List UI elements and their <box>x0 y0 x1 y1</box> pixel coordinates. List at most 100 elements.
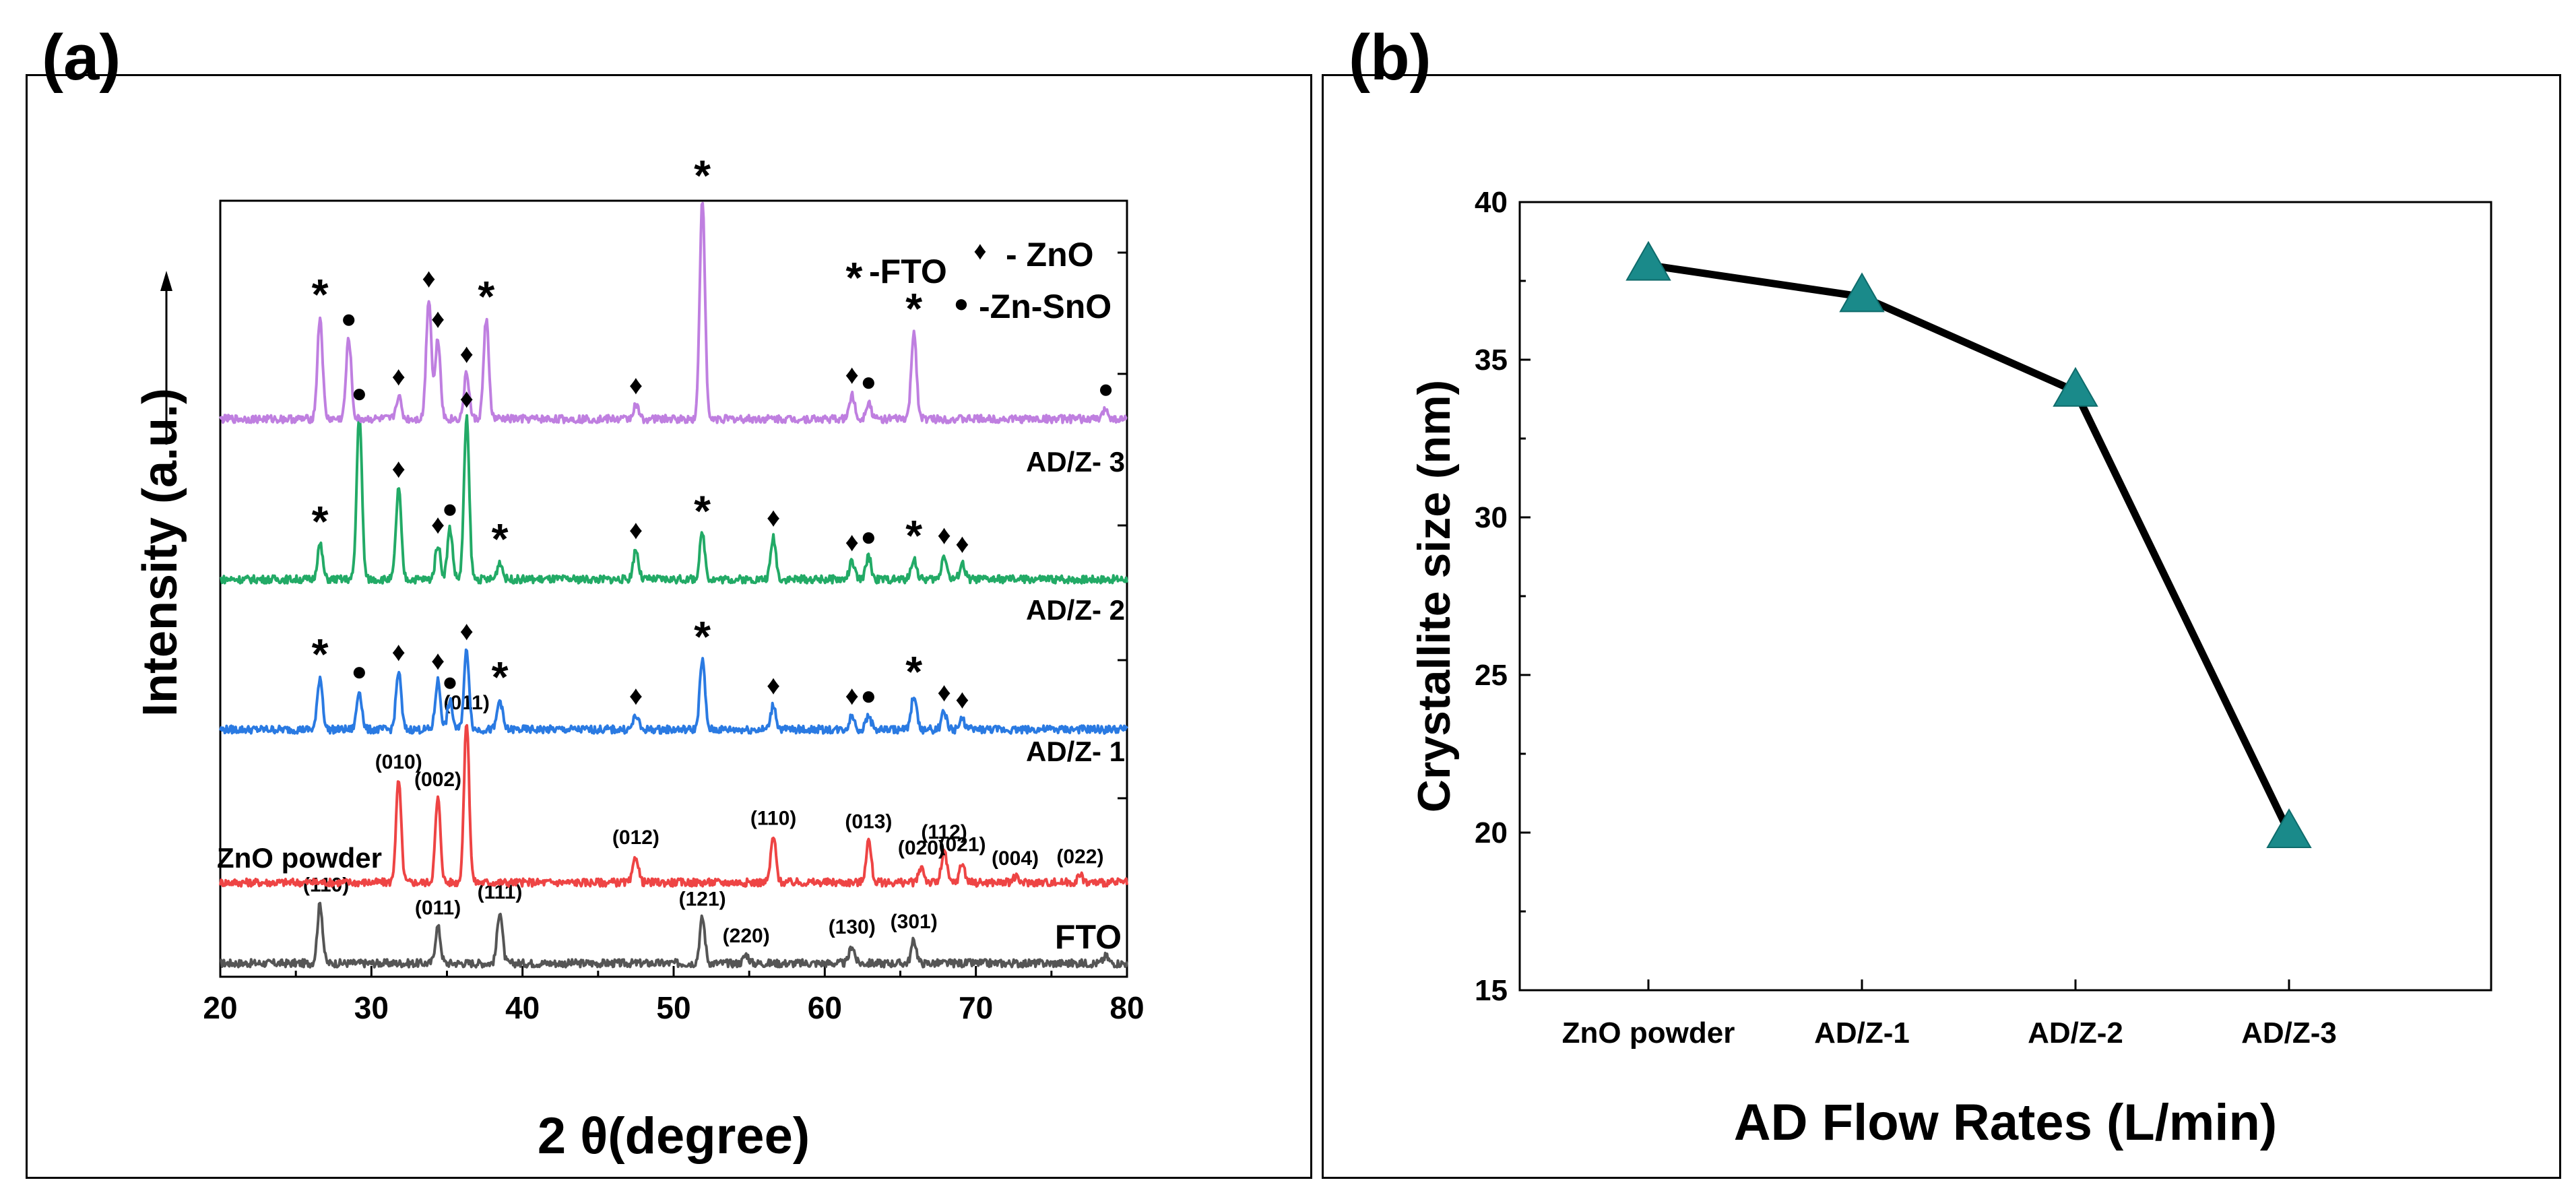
panel-a-label: (a) <box>42 22 121 94</box>
panel-b-label: (b) <box>1349 22 1431 94</box>
y-tick-label: 25 <box>1475 659 1508 692</box>
miller-index-label: (022) <box>1056 846 1103 868</box>
phase-marker: * <box>312 497 329 546</box>
phase-marker: ♦ <box>392 637 406 667</box>
panel-b-frame <box>1322 74 2561 1179</box>
phase-marker: ♦ <box>629 370 643 400</box>
miller-index-label: (220) <box>723 925 770 947</box>
x-tick-label: ZnO powder <box>1562 1016 1735 1049</box>
miller-index-label: (130) <box>829 916 876 938</box>
phase-marker: ♦ <box>937 678 951 707</box>
y-tick-label: 30 <box>1475 501 1508 534</box>
xrd-pattern-ad-z-2 <box>219 414 1128 585</box>
y-axis-label: Crystallite size (nm) <box>1409 380 1460 812</box>
legend-symbol: ♦ <box>973 237 986 265</box>
xrd-pattern-ad-z-3 <box>219 201 1128 424</box>
x-axis-label: 2 θ(degree) <box>538 1107 810 1165</box>
y-tick-label: 20 <box>1475 816 1508 849</box>
y-tick-label: 15 <box>1475 974 1508 1007</box>
xrd-pattern-fto <box>220 901 1128 969</box>
phase-marker: * <box>905 511 922 560</box>
phase-marker: ♦ <box>955 684 969 714</box>
phase-marker: ♦ <box>845 360 859 390</box>
x-tick-label: 20 <box>203 990 237 1025</box>
xrd-chart: 20 30 40 50 60 70 80 2 θ(degree) Intensity (a.u.… <box>133 151 1145 1165</box>
x-tick-label: AD/Z-3 <box>2241 1016 2337 1049</box>
miller-index-label: (011) <box>415 897 461 919</box>
phase-marker: ● <box>351 657 367 686</box>
xrd-pattern-zno-powder <box>219 723 1128 888</box>
phase-marker: ♦ <box>459 384 473 414</box>
panel-a-frame <box>26 74 1312 1179</box>
y-axis-label: Intensity (a.u.) <box>133 388 187 717</box>
phase-marker: ♦ <box>767 503 780 533</box>
miller-index-label: (121) <box>679 888 726 910</box>
phase-marker: ♦ <box>431 646 445 676</box>
phase-marker: ♦ <box>937 521 951 550</box>
miller-index-label: (021) <box>938 833 986 855</box>
phase-marker: * <box>694 486 711 535</box>
legend-label: -FTO <box>869 253 947 290</box>
data-point <box>2053 366 2098 407</box>
crystallite-chart: 15 20 25 30 35 40 ZnO powder AD/Z-1 AD/Z-2 AD/Z-3… <box>1409 186 2492 1151</box>
x-tick-label: 50 <box>656 990 690 1025</box>
miller-index-label: (004) <box>992 847 1039 870</box>
data-line <box>1648 261 2292 835</box>
x-axis-label: AD Flow Rates (L/min) <box>1734 1094 2277 1151</box>
phase-marker: * <box>905 284 922 333</box>
legend-symbol: * <box>846 253 863 302</box>
miller-index-label: (301) <box>891 911 938 933</box>
phase-marker: ♦ <box>845 681 859 711</box>
phase-marker: ♦ <box>422 264 435 294</box>
pattern-label: FTO <box>1055 918 1122 956</box>
phase-marker: ● <box>442 667 458 697</box>
pattern-label: AD/Z- 1 <box>1026 736 1125 767</box>
data-point <box>1625 240 1671 281</box>
legend-label: -Zn-SnO <box>979 288 1112 325</box>
phase-marker: * <box>312 270 329 319</box>
miller-index-label: (010) <box>375 751 422 773</box>
phase-marker: ♦ <box>431 510 445 540</box>
x-tick-label: 80 <box>1109 990 1144 1025</box>
miller-index-label: (112) <box>921 821 967 843</box>
phase-marker: ● <box>442 494 458 524</box>
phase-marker: * <box>492 515 509 563</box>
legend-label: - ZnO <box>1006 236 1094 273</box>
miller-index-label: (020) <box>898 837 945 860</box>
phase-marker: * <box>694 612 711 661</box>
pattern-label: AD/Z- 3 <box>1026 446 1125 478</box>
x-tick-label: 30 <box>354 990 389 1025</box>
miller-index-label: (110) <box>750 807 796 829</box>
phase-marker: ● <box>1098 374 1114 403</box>
xrd-pattern-ad-z-1 <box>219 648 1128 735</box>
phase-marker: ♦ <box>955 529 969 559</box>
x-tick-label: 70 <box>959 990 993 1025</box>
y-tick-label: 40 <box>1475 186 1508 219</box>
phase-marker: ● <box>351 379 367 408</box>
legend-symbol: ● <box>954 290 969 318</box>
phase-marker: * <box>478 272 494 321</box>
x-tick-label: AD/Z-2 <box>2028 1016 2123 1049</box>
phase-marker: ● <box>341 304 357 333</box>
phase-marker: ♦ <box>767 671 780 701</box>
phase-marker: ♦ <box>459 616 473 646</box>
pattern-label: ZnO powder <box>217 842 382 874</box>
miller-index-label: (013) <box>845 811 892 833</box>
data-point <box>1839 272 1885 313</box>
miller-index-label: (012) <box>612 827 659 849</box>
phase-marker: ♦ <box>845 527 859 557</box>
y-arrow-head <box>160 271 172 291</box>
phase-marker: ♦ <box>459 339 473 368</box>
phase-marker: ♦ <box>431 304 445 333</box>
phase-marker: * <box>312 630 329 678</box>
miller-index-label: (002) <box>414 769 461 791</box>
plot-frame <box>1518 201 2492 992</box>
y-tick-label: 35 <box>1475 344 1508 377</box>
phase-marker: * <box>905 647 922 696</box>
phase-marker: ♦ <box>392 454 406 484</box>
phase-marker: ♦ <box>392 362 406 391</box>
phase-marker: ♦ <box>629 515 643 545</box>
x-tick-label: 60 <box>808 990 842 1025</box>
phase-marker: ● <box>860 522 876 552</box>
pattern-label: AD/Z- 2 <box>1026 594 1125 626</box>
